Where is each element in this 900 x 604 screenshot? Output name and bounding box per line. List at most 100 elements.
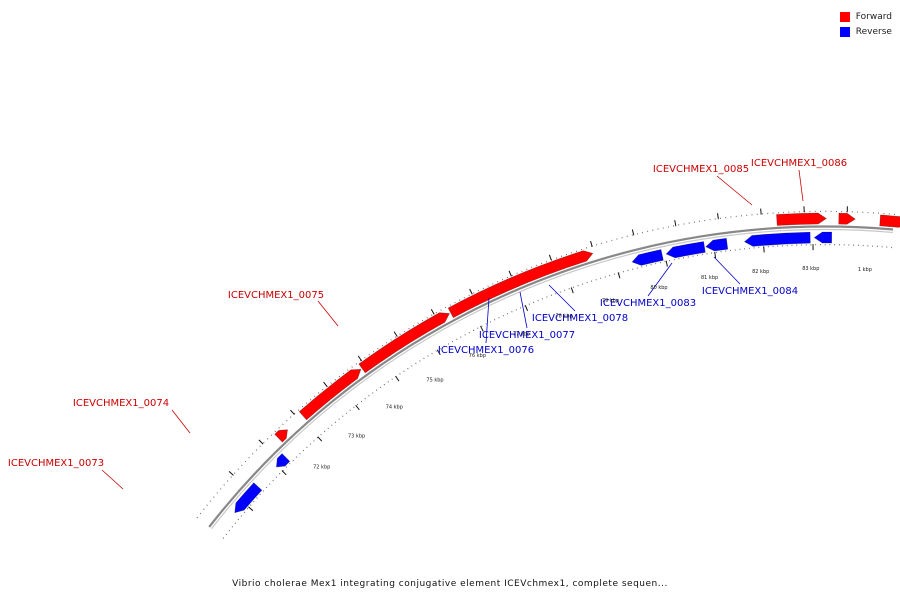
outer-minor-tick <box>217 493 218 494</box>
tick-label: 82 kbp <box>752 269 769 275</box>
outer-minor-tick <box>331 383 332 384</box>
inner-minor-tick <box>238 519 239 520</box>
outer-major-tick <box>431 309 434 314</box>
outer-minor-tick <box>404 331 405 332</box>
outer-minor-tick <box>493 283 494 284</box>
inner-minor-tick <box>420 360 421 361</box>
outer-minor-tick <box>275 431 276 432</box>
outer-minor-tick <box>436 312 437 313</box>
outer-minor-tick <box>386 342 387 343</box>
inner-minor-tick <box>380 387 381 388</box>
inner-minor-tick <box>499 317 500 318</box>
tick-label: 72 kbp <box>313 464 330 470</box>
inner-minor-tick <box>372 392 373 393</box>
inner-major-tick <box>525 305 527 311</box>
inner-major-tick <box>715 252 716 258</box>
inner-major-tick <box>396 376 399 381</box>
inner-minor-tick <box>244 512 245 513</box>
outer-minor-tick <box>395 337 396 338</box>
inner-minor-tick <box>469 332 470 333</box>
outer-minor-tick <box>335 379 336 380</box>
inner-minor-tick <box>286 467 287 468</box>
inner-minor-tick <box>269 484 270 485</box>
outer-minor-tick <box>322 389 323 390</box>
tick-label: 81 kbp <box>701 275 718 281</box>
inner-minor-tick <box>357 404 358 405</box>
inner-minor-tick <box>404 371 405 372</box>
outer-minor-tick <box>347 370 348 371</box>
inner-major-tick <box>666 261 667 267</box>
outer-minor-tick <box>197 517 198 518</box>
inner-minor-tick <box>279 473 280 474</box>
gene-0072-arrow <box>275 430 288 442</box>
inner-minor-tick <box>253 501 254 502</box>
outer-major-tick <box>675 220 676 226</box>
inner-minor-tick <box>314 440 315 441</box>
outer-minor-tick <box>450 305 451 306</box>
outer-minor-tick <box>267 438 268 439</box>
inner-minor-tick <box>482 326 483 327</box>
outer-minor-tick <box>231 477 232 478</box>
inner-major-tick <box>248 507 253 511</box>
feature-label: ICEVCHMEX1_0075 <box>228 290 324 301</box>
outer-minor-tick <box>234 473 235 474</box>
outer-minor-tick <box>455 302 456 303</box>
inner-minor-tick <box>328 428 329 429</box>
inner-minor-tick <box>503 315 504 316</box>
gene-0071-arrow <box>235 483 262 513</box>
outer-minor-tick <box>469 295 470 296</box>
inner-minor-tick <box>229 530 230 531</box>
inner-minor-tick <box>266 487 267 488</box>
leader-line <box>520 292 527 328</box>
inner-minor-tick <box>432 353 433 354</box>
feature-label: ICEVCHMEX1_0074 <box>73 398 169 409</box>
leader-line <box>172 410 190 433</box>
outer-minor-tick <box>238 469 239 470</box>
outer-minor-tick <box>249 457 250 458</box>
outer-major-tick <box>259 440 263 444</box>
gene-0077-arrow <box>666 242 705 258</box>
outer-major-tick <box>290 410 294 414</box>
outer-minor-tick <box>224 485 225 486</box>
map-caption: Vibrio cholerae Mex1 integrating conjuga… <box>0 579 900 589</box>
outer-minor-tick <box>314 396 315 397</box>
inner-major-tick <box>282 471 286 475</box>
outer-minor-tick <box>207 505 208 506</box>
gene-0086-arrow <box>839 213 856 224</box>
inner-minor-tick <box>456 339 457 340</box>
feature-label: ICEVCHMEX1_0085 <box>653 164 749 175</box>
gene-0074-arrow <box>359 313 450 373</box>
outer-minor-tick <box>488 286 489 287</box>
outer-minor-tick <box>227 481 228 482</box>
outer-minor-tick <box>286 420 287 421</box>
tick-label: 83 kbp <box>802 266 819 272</box>
inner-minor-tick <box>408 368 409 369</box>
feature-label: ICEVCHMEX1_0073 <box>8 458 104 469</box>
outer-major-tick <box>549 255 551 261</box>
inner-minor-tick <box>361 401 362 402</box>
outer-minor-tick <box>339 376 340 377</box>
inner-minor-tick <box>416 363 417 364</box>
outer-minor-tick <box>422 320 423 321</box>
inner-minor-tick <box>232 526 233 527</box>
inner-minor-tick <box>436 351 437 352</box>
inner-minor-tick <box>400 373 401 374</box>
outer-minor-tick <box>210 501 211 502</box>
outer-minor-tick <box>279 427 280 428</box>
outer-minor-tick <box>356 363 357 364</box>
outer-minor-tick <box>373 351 374 352</box>
outer-minor-tick <box>260 446 261 447</box>
outer-minor-tick <box>427 317 428 318</box>
inner-minor-tick <box>289 463 290 464</box>
inner-minor-tick <box>465 334 466 335</box>
tick-label: 74 kbp <box>386 405 403 411</box>
feature-label: ICEVCHMEX1_0086 <box>751 158 847 169</box>
inner-minor-tick <box>276 477 277 478</box>
inner-minor-tick <box>250 505 251 506</box>
outer-major-tick <box>470 289 473 294</box>
outer-minor-tick <box>431 315 432 316</box>
outer-major-tick <box>718 213 719 219</box>
inner-minor-tick <box>388 381 389 382</box>
